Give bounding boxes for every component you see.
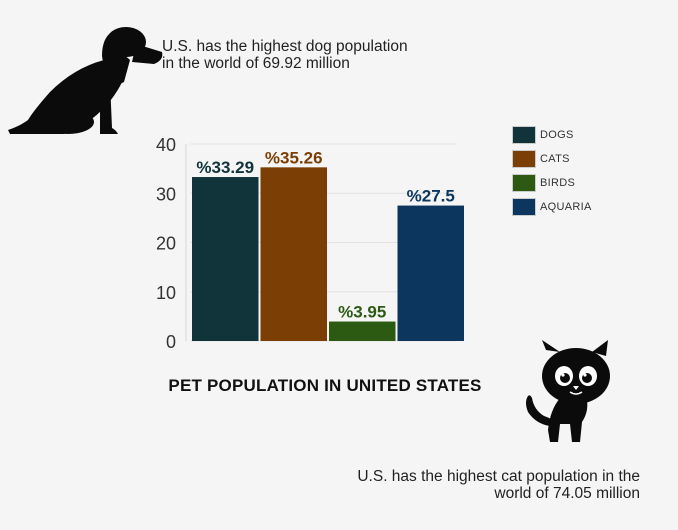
dog-population-note: U.S. has the highest dog population in t…	[162, 38, 462, 72]
legend-label: BIRDS	[540, 177, 576, 189]
cat-note-line-2: world of 74.05 million	[494, 485, 640, 502]
legend-item-cats: CATS	[512, 147, 592, 171]
dog-note-line-2: in the world of 69.92 million	[162, 55, 350, 72]
legend-label: AQUARIA	[540, 201, 592, 213]
cat-illustration-icon	[526, 340, 610, 442]
legend-item-aquaria: AQUARIA	[512, 195, 592, 219]
legend-item-dogs: DOGS	[512, 123, 592, 147]
legend-swatch	[512, 174, 536, 192]
cat-note-line-1: U.S. has the highest cat population in t…	[357, 468, 640, 485]
cat-population-note: U.S. has the highest cat population in t…	[318, 468, 640, 502]
legend-item-birds: BIRDS	[512, 171, 592, 195]
y-tick-label: 40	[156, 135, 176, 155]
data-label-cats: %35.26	[265, 148, 323, 167]
chart-legend: DOGS CATS BIRDS AQUARIA	[512, 123, 592, 219]
y-tick-label: 30	[156, 184, 176, 204]
legend-label: CATS	[540, 153, 570, 165]
y-tick-label: 10	[156, 283, 176, 303]
y-tick-label: 20	[156, 234, 176, 254]
dog-note-line-1: U.S. has the highest dog population	[162, 38, 408, 55]
legend-swatch	[512, 150, 536, 168]
bar-aquaria	[397, 205, 464, 341]
legend-label: DOGS	[540, 129, 574, 141]
chart-title: PET POPULATION IN UNITED STATES	[168, 376, 482, 395]
data-label-birds: %3.95	[338, 303, 386, 322]
dog-silhouette-icon	[8, 27, 163, 134]
legend-swatch	[512, 126, 536, 144]
data-label-dogs: %33.29	[196, 158, 254, 177]
y-tick-label: 0	[166, 332, 176, 352]
data-label-aquaria: %27.5	[407, 187, 455, 206]
bar-birds	[329, 321, 396, 341]
bar-cats	[260, 167, 327, 341]
bar-dogs	[192, 177, 259, 341]
legend-swatch	[512, 198, 536, 216]
